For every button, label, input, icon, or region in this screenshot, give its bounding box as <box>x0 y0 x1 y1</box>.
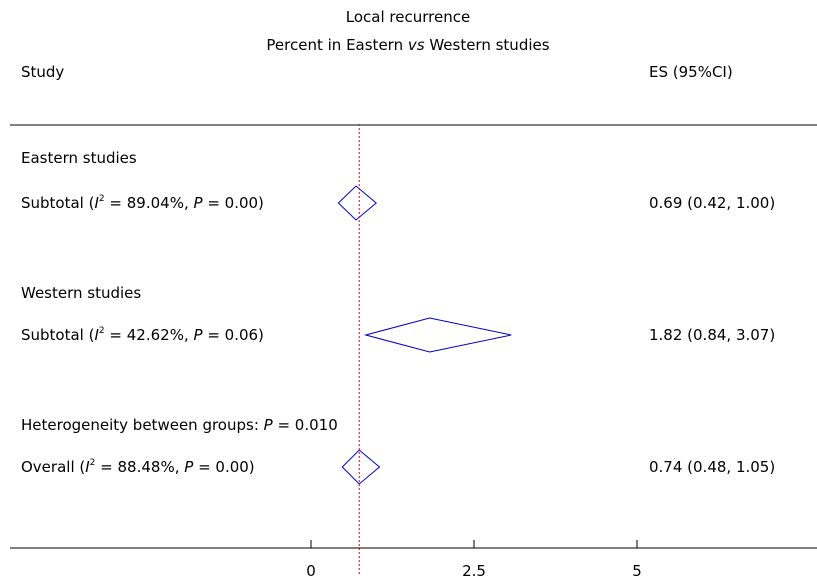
chart-title: Local recurrence <box>346 8 470 26</box>
i2-symbol: I <box>94 326 99 344</box>
x-axis: 0 2.5 5 <box>10 540 817 576</box>
x-tick-label: 5 <box>632 562 642 576</box>
i2-superscript: 2 <box>90 458 96 468</box>
note-value: = 0.010 <box>273 416 338 434</box>
es-value-text: 0.74 (0.48, 1.05) <box>649 458 775 476</box>
p-value: = 0.00) <box>193 458 254 476</box>
forest-marks <box>337 124 512 576</box>
i2-superscript: 2 <box>99 194 105 204</box>
subtitle-part-1: Percent in Eastern <box>266 36 407 54</box>
chart-subtitle: Percent in Eastern vs Western studies <box>266 36 549 54</box>
label-prefix: Overall ( <box>21 458 85 476</box>
i2-value: = 88.48%, <box>95 458 184 476</box>
note-prefix: Heterogeneity between groups: <box>21 416 264 434</box>
p-symbol: P <box>264 416 274 434</box>
p-symbol: P <box>194 194 204 212</box>
es-value-text: 1.82 (0.84, 3.07) <box>649 326 775 344</box>
x-tick-label: 2.5 <box>462 562 486 576</box>
es-value: 0.69 (0.42, 1.00) <box>649 194 775 212</box>
forest-rows: Eastern studies Subtotal (I2 = 89.04%, P … <box>21 149 775 476</box>
group-label: Western studies <box>21 284 141 302</box>
subtotal-label: Subtotal (I2 = 89.04%, P = 0.00) <box>21 194 264 212</box>
overall-label: Overall (I2 = 88.48%, P = 0.00) <box>21 458 255 476</box>
x-tick-label: 0 <box>306 562 316 576</box>
p-value: = 0.06) <box>203 326 264 344</box>
group-label-text: Western studies <box>21 284 141 302</box>
p-value: = 0.00) <box>203 194 264 212</box>
p-symbol: P <box>194 326 204 344</box>
label-prefix: Subtotal ( <box>21 194 94 212</box>
i2-symbol: I <box>85 458 90 476</box>
subtotal-label: Subtotal (I2 = 42.62%, P = 0.06) <box>21 326 264 344</box>
heterogeneity-note: Heterogeneity between groups: P = 0.010 <box>21 416 338 434</box>
label-prefix: Subtotal ( <box>21 326 94 344</box>
i2-symbol: I <box>94 194 99 212</box>
overall-diamond <box>341 449 381 485</box>
es-value: 1.82 (0.84, 3.07) <box>649 326 775 344</box>
es-column-header: ES (95%CI) <box>649 63 733 81</box>
es-value-text: 0.69 (0.42, 1.00) <box>649 194 775 212</box>
es-value: 0.74 (0.48, 1.05) <box>649 458 775 476</box>
subtitle-part-3: Western studies <box>425 36 550 54</box>
i2-value: = 42.62%, <box>105 326 194 344</box>
p-symbol: P <box>184 458 194 476</box>
subtitle-part-vs: vs <box>408 36 425 54</box>
group-label: Eastern studies <box>21 149 137 167</box>
subtotal-diamond <box>363 317 512 353</box>
study-column-header: Study <box>21 63 64 81</box>
i2-superscript: 2 <box>99 326 105 336</box>
subtotal-diamond <box>337 185 377 221</box>
group-label-text: Eastern studies <box>21 149 137 167</box>
i2-value: = 89.04%, <box>105 194 194 212</box>
